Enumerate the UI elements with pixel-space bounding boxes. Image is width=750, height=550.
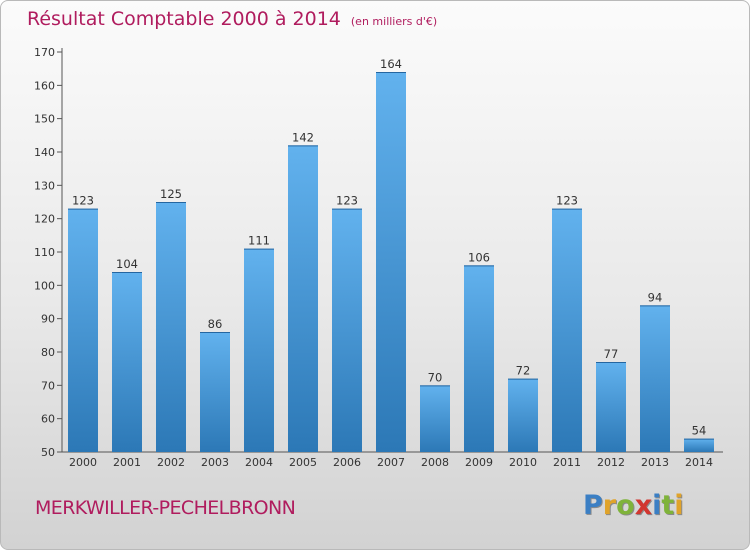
y-tick-label: 60 xyxy=(41,413,55,426)
x-tick-label: 2001 xyxy=(113,456,141,469)
logo-letter: x xyxy=(634,490,653,521)
city-name: MERKWILLER-PECHELBRONN xyxy=(35,497,296,519)
x-tick-label: 2012 xyxy=(597,456,625,469)
x-tick-label: 2004 xyxy=(245,456,273,469)
bar xyxy=(200,332,230,452)
bar xyxy=(288,145,318,453)
x-tick-label: 2013 xyxy=(641,456,669,469)
chart-title-text: Résultat Comptable 2000 à 2014 xyxy=(27,8,341,30)
bar xyxy=(420,385,450,452)
data-label: 123 xyxy=(556,194,578,208)
data-label: 123 xyxy=(72,194,94,208)
bar xyxy=(464,265,494,452)
data-label: 104 xyxy=(116,257,138,271)
y-tick-label: 100 xyxy=(34,279,55,292)
logo-letter: o xyxy=(616,490,635,521)
data-label: 94 xyxy=(648,290,663,304)
data-label: 125 xyxy=(160,187,182,201)
data-label: 164 xyxy=(380,57,402,71)
x-tick-label: 2005 xyxy=(289,456,317,469)
bar xyxy=(596,362,626,452)
bar xyxy=(244,248,274,452)
bar xyxy=(332,208,362,452)
logo-letter: r xyxy=(602,490,617,521)
data-label: 106 xyxy=(468,250,490,264)
data-label: 111 xyxy=(248,234,270,248)
x-tick-label: 2011 xyxy=(553,456,581,469)
bar xyxy=(156,202,186,452)
proxiti-logo[interactable]: Proxiti xyxy=(583,490,684,521)
x-tick-label: 2002 xyxy=(157,456,185,469)
bar xyxy=(68,208,98,452)
y-tick-label: 170 xyxy=(34,46,55,59)
chart-subtitle: (en milliers d'€) xyxy=(350,15,438,28)
y-tick-label: 150 xyxy=(34,113,55,126)
x-tick-label: 2010 xyxy=(509,456,537,469)
logo-letter: i xyxy=(674,490,684,521)
y-tick-label: 140 xyxy=(34,146,55,159)
y-tick-label: 80 xyxy=(41,346,55,359)
data-label: 70 xyxy=(428,370,443,384)
logo-letter: i xyxy=(652,490,662,521)
y-tick-label: 70 xyxy=(41,379,55,392)
x-tick-label: 2014 xyxy=(685,456,713,469)
x-tick-label: 2000 xyxy=(69,456,97,469)
y-tick-label: 50 xyxy=(41,446,55,459)
bar xyxy=(640,305,670,452)
y-tick-label: 160 xyxy=(34,79,55,92)
x-tick-label: 2008 xyxy=(421,456,449,469)
data-label: 77 xyxy=(604,347,619,361)
logo-letter: t xyxy=(661,490,675,521)
x-tick-label: 2007 xyxy=(377,456,405,469)
bar xyxy=(376,72,406,452)
y-tick-label: 120 xyxy=(34,213,55,226)
chart-title: Résultat Comptable 2000 à 2014 (en millie… xyxy=(27,8,437,30)
y-tick-label: 130 xyxy=(34,179,55,192)
bar xyxy=(508,378,538,452)
x-tick-label: 2006 xyxy=(333,456,361,469)
data-label: 72 xyxy=(516,364,531,378)
y-tick-label: 90 xyxy=(41,313,55,326)
bar xyxy=(684,438,714,452)
x-tick-label: 2009 xyxy=(465,456,493,469)
bar xyxy=(552,208,582,452)
data-label: 123 xyxy=(336,194,358,208)
data-label: 86 xyxy=(208,317,223,331)
data-label: 142 xyxy=(292,130,314,144)
x-tick-label: 2003 xyxy=(201,456,229,469)
bar xyxy=(112,272,142,452)
chart-bars: 123 104 125 86 111 142 123 164 70 106 72 123 77 94 54 xyxy=(68,57,714,453)
logo-letter: P xyxy=(583,490,603,521)
y-tick-label: 110 xyxy=(34,246,55,259)
data-label: 54 xyxy=(692,424,707,438)
